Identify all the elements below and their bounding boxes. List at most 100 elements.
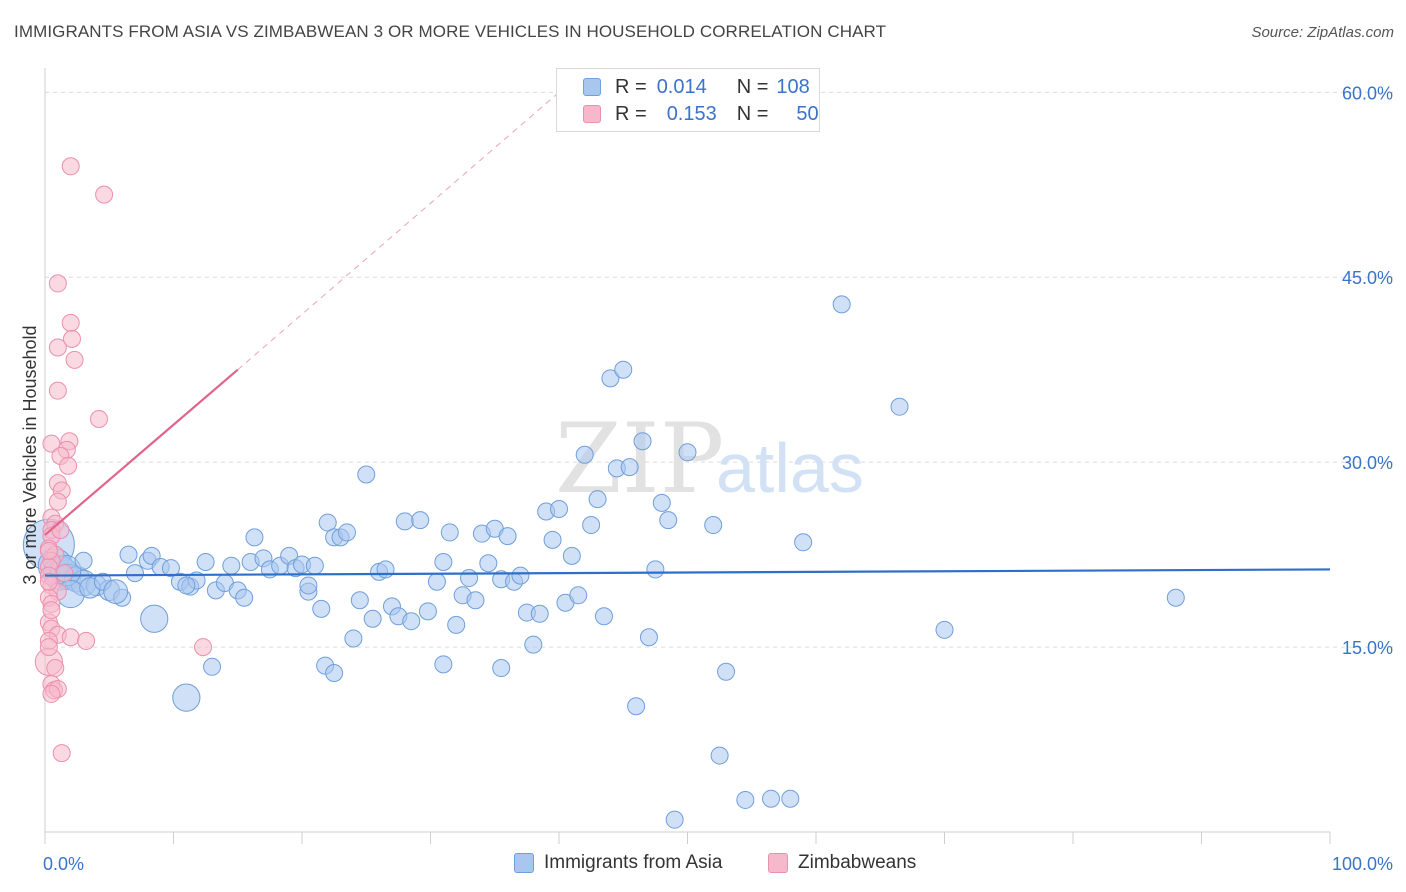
asia-data-point bbox=[460, 569, 479, 588]
asia-data-point bbox=[203, 657, 222, 676]
asia-data-point bbox=[832, 295, 851, 314]
zimbabwe-data-point bbox=[39, 541, 58, 560]
asia-data-point bbox=[543, 530, 562, 549]
series-legend-zimbabwe-label: Zimbabweans bbox=[798, 852, 917, 873]
asia-data-point bbox=[357, 465, 376, 484]
legend-n-value: 108 bbox=[776, 75, 810, 98]
asia-data-point bbox=[633, 432, 652, 451]
legend-r-value: 0.153 bbox=[666, 102, 717, 125]
asia-data-point bbox=[411, 511, 430, 530]
asia-data-point bbox=[652, 493, 671, 512]
asia-data-point bbox=[736, 790, 755, 809]
legend-n-label: N = bbox=[736, 102, 769, 125]
legend-n-value: 50 bbox=[796, 102, 819, 125]
legend-row-asia: R = 0.014 N = 108 bbox=[583, 74, 810, 100]
asia-data-point bbox=[717, 662, 736, 681]
zimbabwe-data-point bbox=[42, 684, 61, 703]
asia-data-point bbox=[125, 564, 144, 583]
y-tick-label: 15.0% bbox=[1342, 638, 1393, 658]
asia-data-point bbox=[161, 559, 180, 578]
asia-data-point bbox=[575, 445, 594, 464]
asia-data-point bbox=[427, 572, 446, 591]
series-legend-asia[interactable]: Immigrants from Asia bbox=[514, 852, 722, 874]
legend-r-value: 0.014 bbox=[656, 75, 707, 98]
zimbabwe-data-point bbox=[95, 185, 114, 204]
series-swatch-blue bbox=[514, 853, 534, 873]
zimbabwe-data-point bbox=[59, 456, 78, 475]
zimbabwe-data-point bbox=[42, 601, 61, 620]
asia-data-point bbox=[614, 360, 633, 379]
asia-data-point bbox=[325, 663, 344, 682]
asia-data-point bbox=[594, 607, 613, 626]
asia-data-point bbox=[562, 546, 581, 565]
asia-data-point bbox=[235, 588, 254, 607]
asia-data-point bbox=[305, 556, 324, 575]
correlation-legend: R = 0.014 N = 108 R = 0.153 N = 50 bbox=[556, 68, 820, 132]
zimbabwe-data-point bbox=[61, 157, 80, 176]
asia-data-point bbox=[434, 655, 453, 674]
zimbabwe-data-point bbox=[61, 628, 80, 647]
asia-data-point bbox=[344, 629, 363, 648]
zimbabwe-data-point bbox=[77, 631, 96, 650]
zimbabwe-data-point bbox=[55, 564, 74, 583]
asia-data-point bbox=[466, 591, 485, 610]
asia-data-point bbox=[582, 516, 601, 535]
asia-data-point bbox=[103, 579, 129, 605]
asia-data-point bbox=[196, 553, 215, 572]
zimbabwe-data-point bbox=[194, 638, 213, 657]
asia-data-point bbox=[395, 512, 414, 531]
asia-data-point bbox=[172, 683, 201, 712]
legend-swatch-pink bbox=[583, 105, 601, 123]
series-legend-zimbabwe[interactable]: Zimbabweans bbox=[768, 852, 916, 874]
asia-data-point bbox=[710, 746, 729, 765]
y-axis-title: 3 or more Vehicles in Household bbox=[20, 325, 40, 584]
chart-title: IMMIGRANTS FROM ASIA VS ZIMBABWEAN 3 OR … bbox=[14, 22, 887, 41]
series-immigrants-from-asia bbox=[22, 295, 1185, 829]
legend-swatch-blue bbox=[583, 78, 601, 96]
asia-data-point bbox=[440, 523, 459, 542]
asia-data-point bbox=[299, 576, 318, 595]
asia-data-point bbox=[569, 586, 588, 605]
zimbabwe-data-point bbox=[61, 313, 80, 332]
asia-data-point bbox=[222, 556, 241, 575]
asia-data-point bbox=[402, 612, 421, 631]
zimbabwe-data-point bbox=[51, 520, 70, 539]
x-tick-label-max: 100.0% bbox=[1332, 854, 1393, 874]
source-credit: Source: ZipAtlas.com bbox=[1251, 24, 1394, 41]
watermark-atlas: atlas bbox=[716, 429, 864, 507]
asia-data-point bbox=[376, 560, 395, 579]
asia-data-point bbox=[794, 533, 813, 552]
x-tick-label-min: 0.0% bbox=[43, 854, 84, 874]
series-legend: Immigrants from Asia Zimbabweans bbox=[0, 852, 1406, 878]
zimbabwe-data-point bbox=[52, 744, 71, 763]
asia-data-point bbox=[781, 789, 800, 808]
asia-trend-line bbox=[44, 568, 1331, 577]
trend-lines bbox=[44, 91, 1331, 577]
asia-data-point bbox=[550, 500, 568, 519]
asia-data-point bbox=[639, 628, 658, 647]
axes bbox=[44, 68, 1331, 844]
asia-data-point bbox=[498, 527, 517, 546]
asia-data-point bbox=[601, 369, 620, 388]
asia-data-point bbox=[935, 620, 954, 639]
series-legend-asia-label: Immigrants from Asia bbox=[544, 852, 723, 873]
series-zimbabweans bbox=[34, 157, 213, 763]
zimbabwe-data-point bbox=[39, 572, 58, 591]
asia-data-point bbox=[312, 599, 331, 618]
asia-data-point bbox=[245, 528, 264, 547]
zimbabwe-data-point bbox=[89, 410, 108, 429]
asia-data-point bbox=[588, 490, 607, 509]
zimbabwe-trend-extension bbox=[237, 91, 560, 371]
asia-data-point bbox=[363, 609, 382, 628]
zimbabwe-data-point bbox=[48, 381, 67, 400]
asia-data-point bbox=[337, 523, 356, 542]
asia-data-point bbox=[627, 697, 646, 716]
asia-data-point bbox=[74, 551, 93, 570]
zimbabwe-data-point bbox=[65, 350, 84, 369]
asia-data-point bbox=[620, 458, 639, 477]
axis-labels: 15.0% 30.0% 45.0% 60.0% 0.0% 100.0% 3 or more … bbox=[20, 83, 1393, 874]
asia-data-point bbox=[646, 560, 665, 579]
asia-data-point bbox=[704, 516, 723, 535]
asia-data-point bbox=[434, 553, 453, 572]
